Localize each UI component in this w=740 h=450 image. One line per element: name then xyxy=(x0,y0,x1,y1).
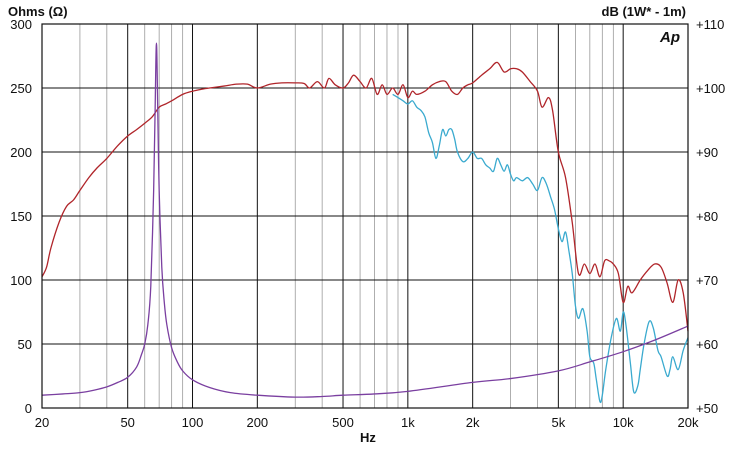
left-tick-label: 250 xyxy=(10,81,32,96)
x-tick-label: 200 xyxy=(246,415,268,430)
right-tick-label: +80 xyxy=(696,209,718,224)
x-tick-label: 1k xyxy=(401,415,415,430)
ap-logo: Ap xyxy=(659,29,680,46)
series-layer xyxy=(41,42,689,404)
left-tick-label: 300 xyxy=(10,17,32,32)
right-tick-label: +70 xyxy=(696,273,718,288)
right-axis-label: dB (1W* - 1m) xyxy=(602,4,687,19)
right-tick-label: +50 xyxy=(696,401,718,416)
plot-frame xyxy=(41,23,689,409)
x-tick-label: 20 xyxy=(35,415,49,430)
x-axis-label: Hz xyxy=(360,430,376,445)
x-tick-label: 50 xyxy=(120,415,134,430)
x-tick-label: 10k xyxy=(613,415,634,430)
blue-response-curve xyxy=(392,93,689,404)
left-tick-label: 0 xyxy=(25,401,32,416)
right-tick-label: +60 xyxy=(696,337,718,352)
x-tick-label: 5k xyxy=(551,415,565,430)
tick-labels: 20 50 100 200 500 1k 2k 5k 10k 20k 0 50 100 150 200 250… xyxy=(10,17,725,430)
right-tick-label: +100 xyxy=(696,81,725,96)
x-tick-label: 100 xyxy=(182,415,204,430)
purple-impedance-curve xyxy=(41,42,689,398)
left-axis-label: Ohms (Ω) xyxy=(8,4,68,19)
x-tick-label: 500 xyxy=(332,415,354,430)
left-tick-label: 50 xyxy=(18,337,32,352)
right-tick-label: +90 xyxy=(696,145,718,160)
red-response-curve xyxy=(41,61,689,332)
left-tick-label: 200 xyxy=(10,145,32,160)
right-tick-label: +110 xyxy=(696,17,724,32)
left-tick-label: 100 xyxy=(10,273,32,288)
x-tick-label: 20k xyxy=(678,415,699,430)
x-tick-label: 2k xyxy=(466,415,480,430)
left-tick-label: 150 xyxy=(10,209,32,224)
